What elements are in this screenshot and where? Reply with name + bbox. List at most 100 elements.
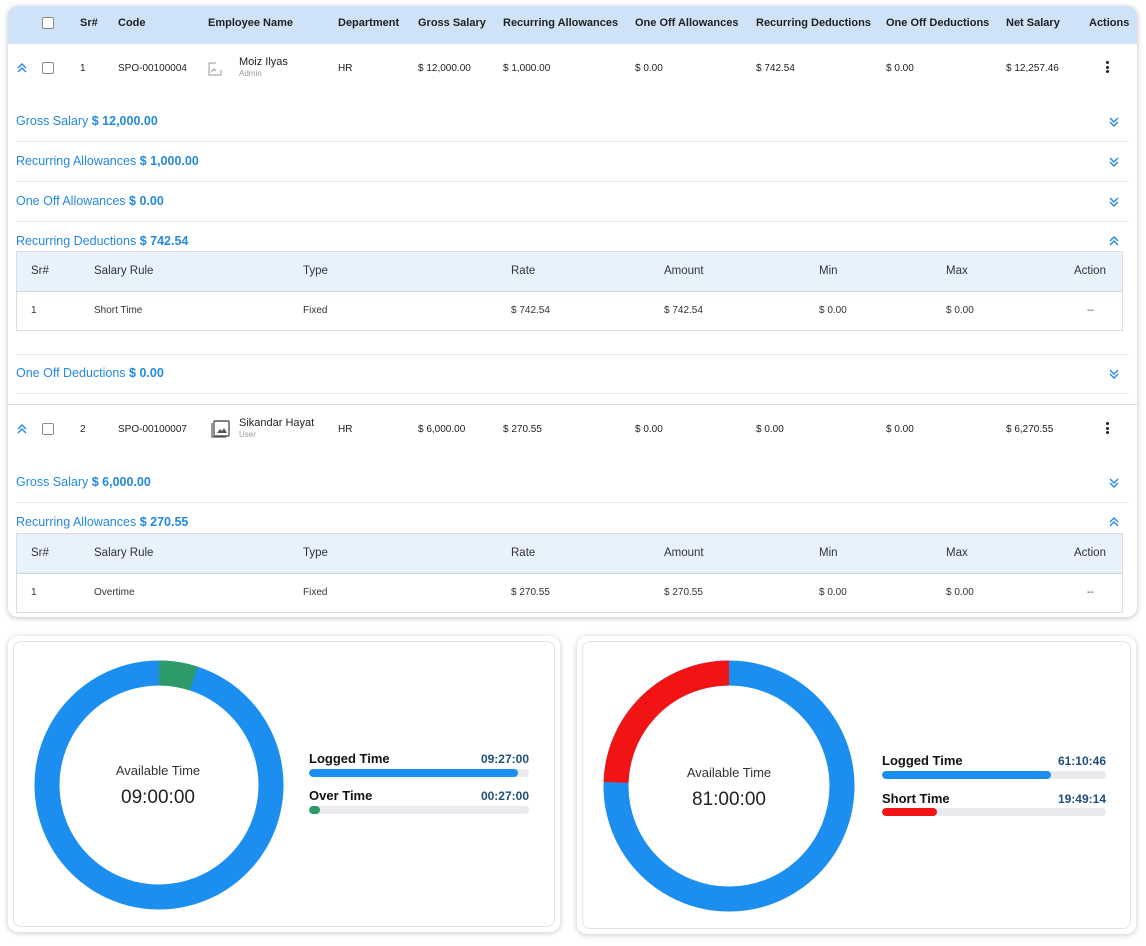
section-one-off-deductions[interactable]: One Off Deductions $ 0.00 <box>8 354 1137 394</box>
subheader-sr: Sr# <box>31 547 49 559</box>
cell-amount: $ 742.54 <box>664 305 703 316</box>
donut-base-ring <box>603 660 855 912</box>
row-department: HR <box>338 63 353 74</box>
available-time-donut <box>34 660 284 910</box>
section-label: Recurring Allowances <box>16 154 137 168</box>
cell-action: -- <box>1087 305 1094 316</box>
cell-sr: 1 <box>31 305 37 316</box>
header-gross-salary: Gross Salary <box>418 17 486 29</box>
subheader-type: Type <box>303 547 328 559</box>
logged-time-value: 09:27:00 <box>480 752 529 766</box>
cell-action: -- <box>1087 587 1094 598</box>
over-time-track <box>309 806 529 814</box>
expand-icon[interactable] <box>1108 116 1120 128</box>
time-card-overtime: Available Time 09:00:00 Logged Time 09:2… <box>8 636 560 932</box>
expand-icon[interactable] <box>1108 156 1120 168</box>
collapse-icon[interactable] <box>1108 516 1120 528</box>
section-label: One Off Allowances <box>16 194 126 208</box>
section-label: Gross Salary <box>16 114 89 128</box>
section-recurring-deductions[interactable]: Recurring Deductions $ 742.54 <box>8 222 1137 262</box>
subheader-rate: Rate <box>511 547 536 559</box>
subheader-salary-rule: Salary Rule <box>94 547 154 559</box>
employee-name[interactable]: Sikandar Hayat <box>239 417 315 429</box>
time-card-shorttime: Available Time 81:00:00 Logged Time 61:1… <box>577 636 1136 934</box>
row-one-off-allowances: $ 0.00 <box>635 63 663 74</box>
collapse-icon[interactable] <box>1108 235 1120 247</box>
row-net-salary: $ 12,257.46 <box>1006 63 1059 74</box>
logged-time-bar <box>309 769 518 777</box>
section-amount: $ 1,000.00 <box>139 154 199 168</box>
short-time-label: Short Time <box>882 791 950 806</box>
employee-role: User <box>239 430 256 439</box>
cell-rate: $ 742.54 <box>511 305 550 316</box>
section-amount: $ 0.00 <box>129 366 164 380</box>
expand-icon[interactable] <box>1108 477 1120 489</box>
subheader-min: Min <box>819 265 838 277</box>
subtable-header: Sr# Salary Rule Type Rate Amount Min Max… <box>17 252 1122 292</box>
more-options-icon[interactable] <box>1100 60 1114 76</box>
cell-sr: 1 <box>31 587 37 598</box>
collapse-row-icon[interactable] <box>16 423 28 435</box>
section-gross-salary[interactable]: Gross Salary $ 6,000.00 <box>8 463 1137 503</box>
short-time-bar <box>882 808 937 816</box>
header-employee-name: Employee Name <box>208 17 293 29</box>
row-checkbox[interactable] <box>42 423 54 435</box>
section-one-off-allowances[interactable]: One Off Allowances $ 0.00 <box>8 182 1137 222</box>
row-recurring-deductions: $ 0.00 <box>756 424 784 435</box>
expand-icon[interactable] <box>1108 196 1120 208</box>
header-recurring-allowances: Recurring Allowances <box>503 17 619 29</box>
section-amount: $ 270.55 <box>139 515 189 529</box>
logged-time-track <box>309 769 529 777</box>
subheader-max: Max <box>946 547 968 559</box>
available-time-value: 09:00:00 <box>121 787 195 808</box>
expand-icon[interactable] <box>1108 368 1120 380</box>
row-gross-salary: $ 6,000.00 <box>418 424 466 435</box>
employee-name[interactable]: Moiz Ilyas <box>239 56 288 68</box>
subheader-action: Action <box>1074 547 1106 559</box>
logged-time-track <box>882 771 1106 779</box>
header-sr: Sr# <box>80 17 98 29</box>
row-one-off-deductions: $ 0.00 <box>886 424 914 435</box>
row-checkbox[interactable] <box>42 62 54 74</box>
subheader-max: Max <box>946 265 968 277</box>
subheader-amount: Amount <box>664 265 704 277</box>
row-one-off-allowances: $ 0.00 <box>635 424 663 435</box>
logged-time-value: 61:10:46 <box>1057 754 1106 768</box>
logged-time-label: Logged Time <box>309 751 390 766</box>
section-amount: $ 0.00 <box>129 194 164 208</box>
header-actions: Actions <box>1089 17 1130 29</box>
broken-image-icon <box>208 62 222 76</box>
subheader-amount: Amount <box>664 547 704 559</box>
row-recurring-allowances: $ 1,000.00 <box>503 63 551 74</box>
cell-max: $ 0.00 <box>946 587 974 598</box>
section-gross-salary[interactable]: Gross Salary $ 12,000.00 <box>8 102 1137 142</box>
row-gross-salary: $ 12,000.00 <box>418 63 471 74</box>
donut-segment-shorttime <box>603 660 730 784</box>
available-time-label: Available Time <box>686 765 772 780</box>
row-code: SPO-00100004 <box>118 63 187 74</box>
section-recurring-allowances[interactable]: Recurring Allowances $ 270.55 <box>8 503 1137 543</box>
more-options-icon[interactable] <box>1100 421 1114 437</box>
subheader-type: Type <box>303 265 328 277</box>
cell-type: Fixed <box>303 587 328 598</box>
section-amount: $ 12,000.00 <box>91 114 158 128</box>
select-all-checkbox[interactable] <box>42 17 54 29</box>
donut-base-ring <box>34 660 284 910</box>
section-recurring-allowances[interactable]: Recurring Allowances $ 1,000.00 <box>8 142 1137 182</box>
cell-min: $ 0.00 <box>819 587 847 598</box>
collapse-row-icon[interactable] <box>16 62 28 74</box>
subheader-sr: Sr# <box>31 265 49 277</box>
header-code: Code <box>118 17 146 29</box>
cell-salary-rule: Short Time <box>94 305 143 316</box>
subheader-min: Min <box>819 547 838 559</box>
subtable-header: Sr# Salary Rule Type Rate Amount Min Max… <box>17 534 1122 574</box>
recurring-allowances-table: Sr# Salary Rule Type Rate Amount Min Max… <box>16 533 1123 613</box>
subheader-rate: Rate <box>511 265 536 277</box>
section-amount: $ 6,000.00 <box>91 475 151 489</box>
header-recurring-deductions: Recurring Deductions <box>756 17 871 29</box>
recurring-deductions-table: Sr# Salary Rule Type Rate Amount Min Max… <box>16 251 1123 331</box>
cell-amount: $ 270.55 <box>664 587 703 598</box>
employee-role: Admin <box>239 69 262 78</box>
section-amount: $ 742.54 <box>139 234 189 248</box>
header-one-off-allowances: One Off Allowances <box>635 17 739 29</box>
